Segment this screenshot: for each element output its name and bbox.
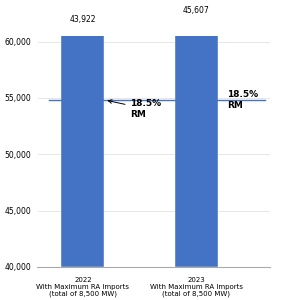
Text: 18.5%
RM: 18.5% RM xyxy=(227,90,258,110)
Text: 45,607: 45,607 xyxy=(183,5,210,14)
Text: 18.5%
RM: 18.5% RM xyxy=(108,99,162,119)
Bar xyxy=(61,0,104,267)
Text: 43,922: 43,922 xyxy=(70,15,96,24)
Bar xyxy=(175,0,218,267)
